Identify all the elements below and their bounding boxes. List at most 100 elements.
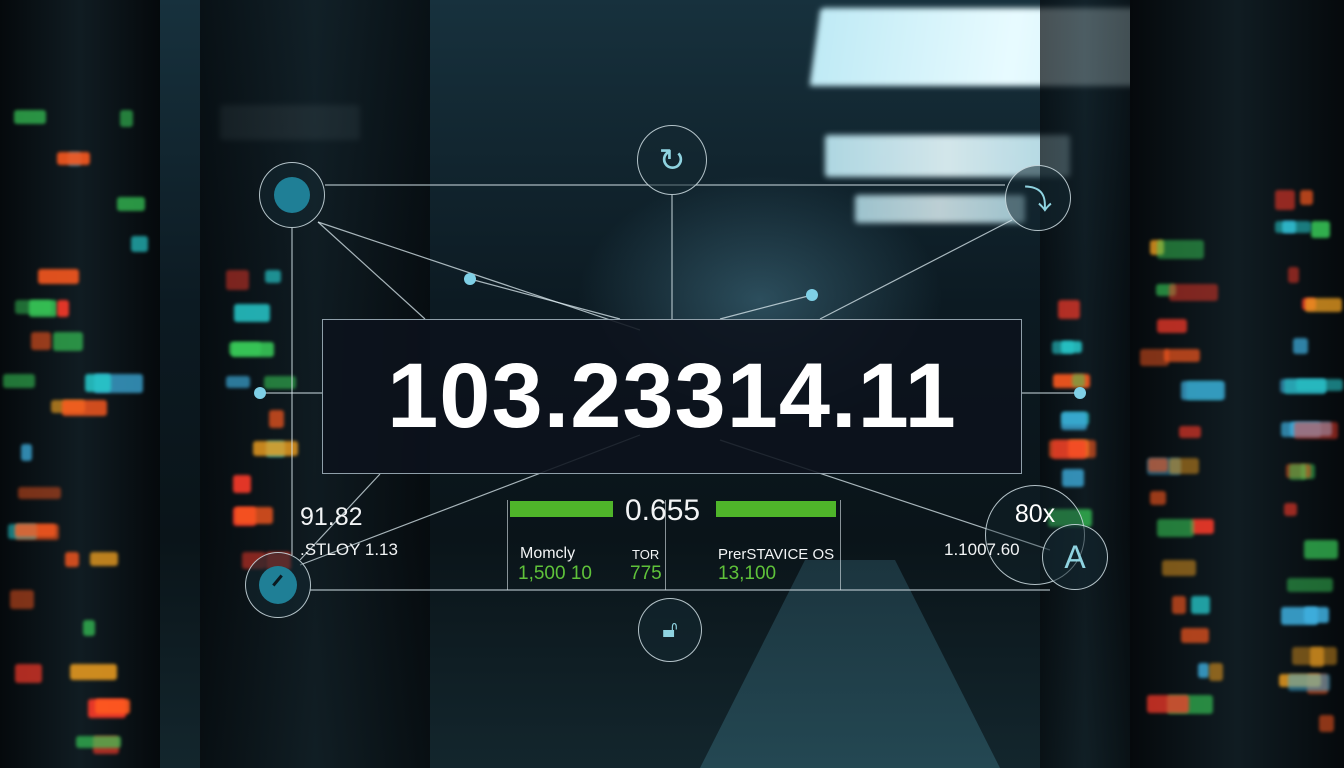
circle-node-icon[interactable] — [259, 162, 325, 228]
server-led — [1191, 596, 1211, 614]
server-led — [2, 373, 35, 389]
lock-icon[interactable]: 🔓︎ — [638, 598, 702, 662]
server-led — [252, 441, 299, 457]
server-led — [263, 375, 296, 389]
server-led — [1169, 283, 1219, 301]
server-led — [228, 341, 262, 356]
gauge-icon[interactable] — [245, 552, 311, 618]
server-led — [1163, 349, 1201, 363]
server-led — [1061, 341, 1083, 354]
server-led — [1191, 518, 1214, 535]
server-led — [61, 399, 107, 416]
server-led — [56, 299, 69, 318]
main-readout-panel: 103.23314.11 — [322, 319, 1022, 474]
server-led — [120, 110, 134, 127]
server-led — [1060, 411, 1088, 431]
server-led — [268, 409, 284, 429]
server-led — [1140, 349, 1169, 367]
server-led — [1310, 220, 1331, 238]
download-arrow-icon[interactable]: ⤵ — [1005, 165, 1071, 231]
server-led — [1198, 662, 1210, 679]
font-icon-letter: A — [1064, 538, 1086, 575]
server-led — [9, 590, 35, 610]
gauge-needle — [272, 574, 283, 587]
server-led — [1304, 606, 1329, 624]
server-led — [95, 698, 131, 715]
server-led — [232, 475, 251, 494]
server-led — [1318, 715, 1335, 733]
server-led — [1287, 674, 1330, 691]
server-led — [1286, 463, 1311, 478]
server-led — [1289, 463, 1307, 480]
server-led — [64, 551, 80, 567]
server-led — [14, 523, 57, 538]
server-led — [1310, 647, 1324, 668]
server-led — [1275, 220, 1312, 233]
progress-bar-right — [716, 501, 836, 517]
server-led — [1057, 300, 1080, 320]
server-led — [1147, 694, 1189, 714]
server-led — [1061, 469, 1084, 487]
left-label: .STLOY 1.13 — [300, 540, 398, 559]
server-led — [83, 620, 95, 636]
ceiling-light — [855, 195, 1025, 223]
server-led — [1304, 539, 1339, 560]
server-led — [1161, 560, 1197, 577]
server-led — [235, 506, 274, 524]
server-led — [131, 236, 149, 253]
server-led — [57, 151, 90, 166]
center-value: 0.655 — [625, 494, 701, 527]
server-led — [38, 269, 80, 284]
refresh-icon[interactable]: ↻ — [637, 125, 707, 195]
server-led — [90, 551, 119, 567]
stat-value: 1,500 10 — [518, 563, 592, 584]
gauge-dial — [259, 566, 297, 604]
server-led — [1157, 319, 1187, 333]
stat-value: 13,100 — [718, 563, 777, 584]
font-size-icon[interactable]: A — [1042, 524, 1108, 590]
server-led — [1292, 337, 1308, 354]
server-led — [1209, 662, 1223, 682]
server-led — [1147, 457, 1168, 473]
server-led — [15, 299, 52, 314]
left-value: 91.82 — [300, 503, 363, 531]
server-led — [116, 197, 145, 211]
panel-divider — [840, 500, 841, 590]
server-led — [1155, 283, 1176, 297]
server-led — [1157, 518, 1195, 537]
server-led — [13, 110, 46, 124]
server-led — [1284, 503, 1297, 517]
server-led — [1287, 578, 1334, 593]
right-value: 1.1007.60 — [944, 540, 1020, 559]
server-led — [1294, 421, 1338, 440]
stat-label: Momcly — [520, 545, 576, 562]
server-led — [30, 332, 52, 351]
server-led — [75, 735, 121, 749]
zoom-value: 80x — [1014, 500, 1056, 528]
server-led — [1052, 439, 1086, 459]
server-led — [1181, 381, 1225, 401]
server-led — [1172, 596, 1187, 615]
stat-value: 775 — [630, 563, 662, 584]
server-led — [70, 664, 117, 680]
server-led — [1178, 425, 1201, 439]
server-led — [1150, 490, 1166, 506]
server-led — [226, 375, 250, 389]
main-value: 103.23314.11 — [387, 345, 957, 447]
server-led — [1289, 421, 1333, 437]
server-led — [28, 299, 58, 317]
server-led — [1304, 297, 1343, 313]
server-led — [226, 270, 249, 290]
server-led — [1275, 190, 1295, 210]
stat-label: PrerSTAVICE OS — [718, 546, 835, 563]
server-led — [14, 664, 42, 684]
server-led — [1072, 374, 1086, 387]
server-led — [1150, 240, 1164, 256]
server-led — [1295, 379, 1343, 392]
server-led — [21, 443, 33, 462]
server-led — [1181, 628, 1210, 643]
stat-label: TOR — [632, 547, 660, 562]
node-dot — [274, 177, 310, 213]
server-led — [1278, 674, 1321, 688]
server-led — [234, 303, 271, 322]
